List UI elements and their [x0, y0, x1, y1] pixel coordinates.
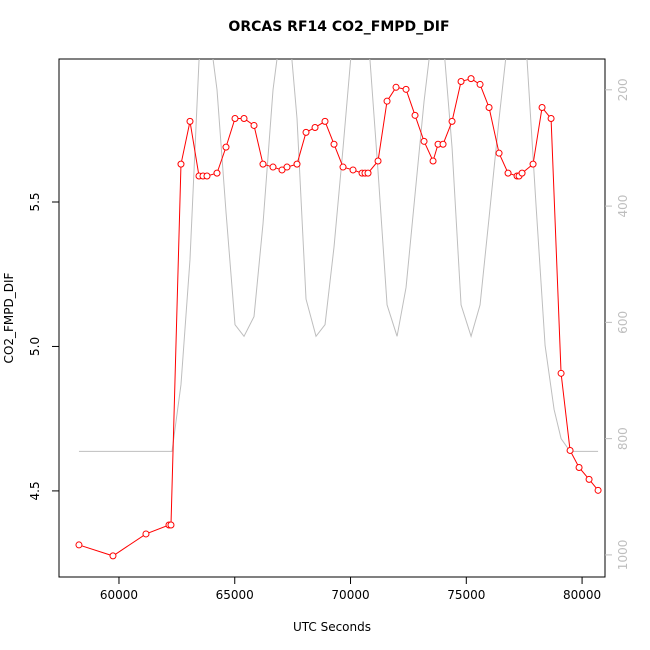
data-point [448, 117, 456, 125]
data-point [186, 117, 194, 125]
data-point [518, 169, 526, 177]
data-point [278, 166, 286, 174]
y-tick-label: 4.5 [28, 481, 42, 500]
data-point [547, 115, 555, 123]
data-point [439, 140, 447, 148]
data-point [213, 169, 221, 177]
data-point [349, 166, 357, 174]
data-point [557, 369, 565, 377]
y2-tick-label: 200 [616, 78, 630, 101]
plot-frame [58, 58, 606, 578]
series-line [78, 59, 599, 452]
data-point [467, 75, 475, 83]
y2-tick-label: 400 [616, 195, 630, 218]
data-point [177, 160, 185, 168]
x-tick-label: 80000 [563, 588, 601, 602]
data-point [321, 117, 329, 125]
plot-area [75, 59, 602, 560]
data-point [538, 104, 546, 112]
data-point [167, 521, 175, 529]
data-point [311, 123, 319, 131]
x-tick-label: 60000 [100, 588, 138, 602]
x-axis-label: UTC Seconds [293, 620, 371, 634]
data-point [529, 160, 537, 168]
data-point [476, 80, 484, 88]
data-point [383, 97, 391, 105]
data-point [402, 85, 410, 93]
chart-title: ORCAS RF14 CO2_FMPD_DIF [228, 19, 449, 35]
y-axis-label: CO2_FMPD_DIF [2, 272, 16, 363]
data-point [392, 83, 400, 91]
data-point [142, 530, 150, 538]
y-tick-label: 5.5 [28, 192, 42, 211]
data-point [364, 169, 372, 177]
series-line [78, 78, 599, 557]
data-point [293, 160, 301, 168]
data-point [457, 78, 465, 86]
data-point [594, 486, 602, 494]
data-point [302, 128, 310, 136]
data-point [109, 552, 117, 560]
data-point [429, 157, 437, 165]
y2-tick-label: 600 [616, 311, 630, 334]
data-point [222, 143, 230, 151]
data-point [203, 172, 211, 180]
data-point [283, 163, 291, 171]
data-point [485, 104, 493, 112]
data-point [231, 115, 239, 123]
data-point [575, 464, 583, 472]
x-tick-label: 65000 [216, 588, 254, 602]
data-point [411, 111, 419, 119]
y-tick-label: 5.0 [28, 337, 42, 356]
data-point [420, 137, 428, 145]
data-point [75, 541, 83, 549]
data-point [250, 121, 258, 129]
data-point [585, 475, 593, 483]
data-point [566, 446, 574, 454]
data-point [504, 169, 512, 177]
data-point [269, 163, 277, 171]
y2-tick-label: 1000 [616, 540, 630, 571]
x-tick-label: 75000 [447, 588, 485, 602]
data-point [339, 163, 347, 171]
y2-tick-label: 800 [616, 427, 630, 450]
data-point [374, 157, 382, 165]
x-tick-label: 70000 [331, 588, 369, 602]
data-point [259, 160, 267, 168]
data-point [240, 115, 248, 123]
data-point [495, 149, 503, 157]
data-point [330, 140, 338, 148]
